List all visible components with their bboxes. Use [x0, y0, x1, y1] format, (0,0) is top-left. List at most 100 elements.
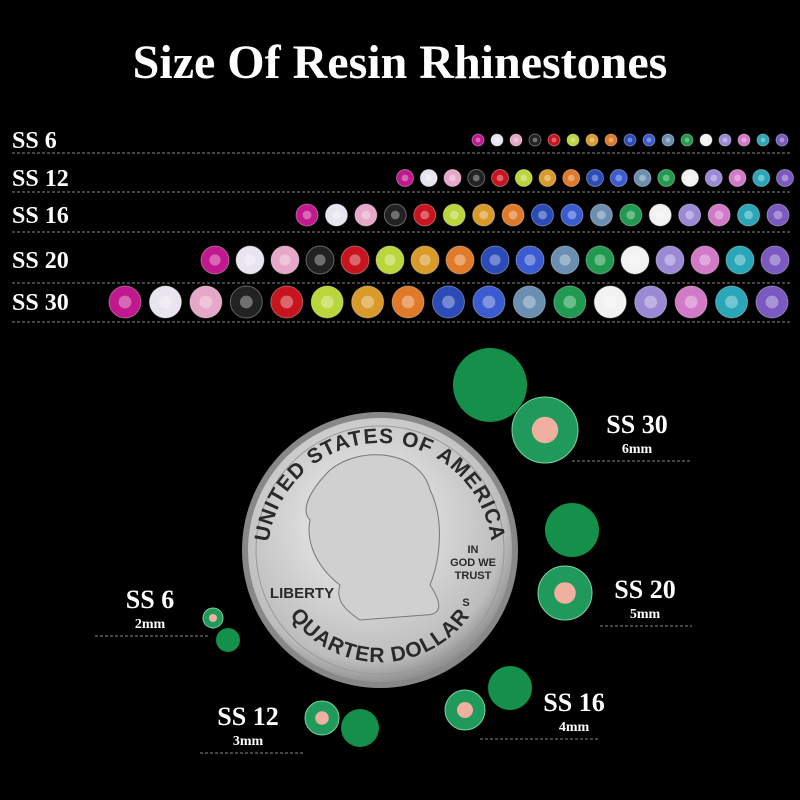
rhinestone [619, 203, 643, 227]
stone-center [554, 582, 576, 604]
rhinestone-facet [757, 174, 765, 182]
rhinestone [351, 285, 385, 319]
rhinestone [681, 169, 699, 187]
rhinestone [560, 203, 584, 227]
rhinestone-facet [118, 295, 132, 309]
rhinestone-facet [279, 254, 291, 266]
rhinestone [737, 133, 751, 147]
rhinestone-facet [419, 254, 431, 266]
rhinestone-facet [159, 295, 172, 309]
rhinestone [634, 285, 668, 319]
rhinestone [445, 245, 475, 275]
rhinestone [509, 133, 523, 147]
stone-center [209, 614, 217, 622]
callout-label: SS 20 [614, 575, 675, 604]
rhinestone [657, 169, 676, 187]
rhinestone [707, 203, 731, 227]
rhinestone [383, 203, 407, 227]
rhinestone [593, 285, 627, 319]
rhinestone-facet [332, 210, 341, 220]
rhinestone-facet [280, 295, 294, 309]
rhinestone-facet [684, 295, 698, 309]
rhinestone-facet [655, 210, 665, 220]
motto: TRUST [455, 570, 492, 582]
motto: IN [468, 544, 479, 556]
flat-stone [341, 709, 379, 747]
rhinestone-facet [734, 254, 746, 266]
callout-size: 3mm [233, 734, 264, 749]
rhinestone-facet [479, 210, 489, 220]
rhinestone-facet [615, 174, 623, 182]
rhinestone-facet [741, 137, 747, 143]
rhinestone [752, 169, 771, 187]
rhinestone-facet [591, 174, 599, 182]
rhinestone-facet [475, 137, 481, 143]
rhinestone-facet [551, 137, 557, 143]
rhinestone-facet [662, 174, 670, 182]
rhinestone [589, 203, 613, 227]
rhinestone-facet [596, 210, 606, 220]
rhinestone [270, 245, 300, 275]
rhinestone-facet [699, 254, 711, 266]
rhinestone-facet [544, 174, 551, 182]
rhinestone [375, 245, 405, 275]
rhinestone-facet [420, 210, 430, 220]
rhinestone [678, 203, 702, 227]
rhinestone-facet [744, 210, 753, 220]
rhinestone [512, 285, 546, 319]
rhinestone [442, 203, 466, 227]
rhinestone-facet [627, 137, 633, 143]
rhinestone-facet [244, 254, 256, 266]
motto: GOD WE [450, 557, 496, 569]
rhinestone [471, 133, 485, 147]
rhinestone-facet [496, 174, 504, 182]
rhinestone [766, 203, 790, 227]
rhinestone-facet [302, 210, 312, 220]
rhinestone-facet [482, 295, 496, 309]
rhinestone [776, 169, 794, 187]
row-label: SS 30 [12, 290, 69, 316]
rhinestone [725, 245, 755, 275]
rhinestone [585, 133, 599, 147]
rhinestone-facet [390, 210, 400, 220]
flat-stone [488, 666, 532, 710]
callout-label: SS 12 [217, 702, 278, 731]
rhinestone [728, 169, 747, 187]
rhinestone [295, 203, 319, 227]
rhinestone [480, 245, 510, 275]
rhinestone [354, 203, 378, 227]
rhinestone-facet [646, 137, 652, 143]
rhinestone-facet [765, 295, 779, 309]
rhinestone [443, 169, 462, 187]
rhinestone-facet [520, 174, 528, 182]
rhinestone [680, 133, 694, 147]
portrait [305, 454, 440, 621]
rhinestone [340, 245, 370, 275]
rhinestone-facet [239, 295, 253, 309]
stone-center [457, 702, 473, 718]
callout-size: 2mm [135, 617, 166, 632]
row-label: SS 20 [12, 248, 69, 274]
rhinestone [410, 245, 440, 275]
rhinestone-facet [384, 254, 396, 266]
rhinestone [661, 133, 675, 147]
row-label: SS 6 [12, 128, 57, 154]
rhinestone-facet [725, 295, 738, 309]
rhinestone-facet [644, 295, 658, 309]
rhinestone [620, 245, 650, 275]
callout-size: 5mm [630, 607, 661, 622]
rhinestone-facet [513, 137, 519, 143]
rhinestone-facet [781, 174, 789, 182]
rhinestone-facet [532, 137, 538, 143]
title: Size Of Resin Rhinestones [133, 36, 668, 89]
rhinestone [553, 285, 587, 319]
rhinestone [674, 285, 708, 319]
rhinestone-facet [703, 137, 709, 143]
rhinestone-facet [665, 137, 671, 143]
rhinestone-facet [684, 137, 690, 143]
rhinestone-facet [349, 254, 361, 266]
rhinestone-facet [361, 210, 371, 220]
rhinestone [562, 169, 581, 187]
rhinestone-facet [489, 254, 501, 266]
stone-center [531, 416, 559, 444]
